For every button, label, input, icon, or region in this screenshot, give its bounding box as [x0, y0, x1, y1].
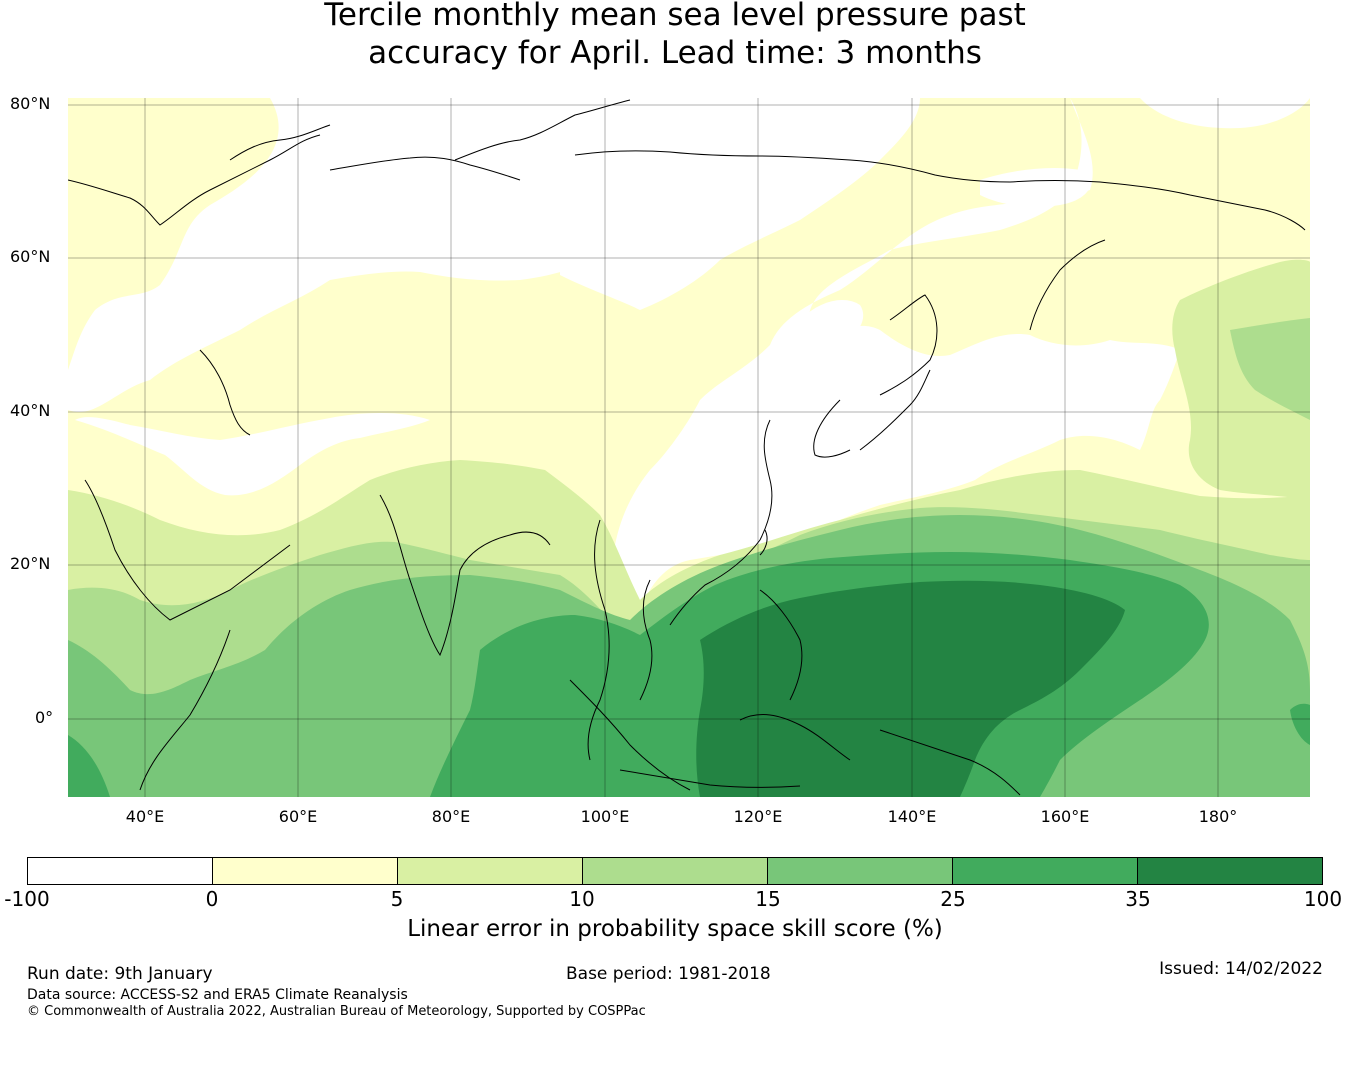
- colorbar-tick: 0: [205, 887, 219, 911]
- lon-label-120e: 120°E: [733, 807, 783, 826]
- lon-label-160e: 160°E: [1040, 807, 1090, 826]
- colorbar-bin-neg100-0: [28, 858, 212, 884]
- lat-label-60n: 60°N: [10, 247, 51, 266]
- lon-label-100e: 100°E: [580, 807, 630, 826]
- colorbar-bin-15-25: [767, 858, 952, 884]
- lat-label-80n: 80°N: [10, 94, 51, 113]
- gridlines: [68, 98, 1310, 797]
- colorbar-tick: 100: [1303, 887, 1343, 911]
- map-plot-area: [68, 98, 1310, 797]
- lon-label-80e: 80°E: [431, 807, 471, 826]
- lat-label-0: 0°: [35, 708, 54, 727]
- chart-title-line2: accuracy for April. Lead time: 3 months: [368, 35, 982, 71]
- lon-label-180: 180°: [1198, 807, 1238, 826]
- colorbar-bin-5-10: [397, 858, 582, 884]
- skill-band-35-100: [696, 580, 1125, 797]
- base-period: Base period: 1981-2018: [566, 964, 771, 984]
- colorbar-tick: 15: [755, 887, 781, 911]
- lon-label-40e: 40°E: [125, 807, 165, 826]
- colorbar-bin-25-35: [952, 858, 1137, 884]
- colorbar-label: Linear error in probability space skill …: [407, 916, 943, 942]
- colorbar-tick: 10: [569, 887, 595, 911]
- colorbar-tick: 35: [1125, 887, 1151, 911]
- colorbar-tick: 5: [390, 887, 404, 911]
- copyright: © Commonwealth of Australia 2022, Austra…: [27, 1004, 646, 1019]
- data-source: Data source: ACCESS-S2 and ERA5 Climate …: [27, 987, 408, 1003]
- colorbar-tick: 25: [940, 887, 966, 911]
- colorbar-bin-10-15: [582, 858, 767, 884]
- coastlines: [68, 99, 1306, 796]
- colorbar-bin-0-5: [212, 858, 397, 884]
- lat-label-20n: 20°N: [10, 554, 51, 573]
- issued-date: Issued: 14/02/2022: [1159, 959, 1323, 979]
- run-date: Run date: 9th January: [27, 964, 213, 984]
- colorbar-bin-35-100: [1137, 858, 1322, 884]
- lon-label-60e: 60°E: [278, 807, 318, 826]
- lon-label-140e: 140°E: [887, 807, 937, 826]
- colorbar: [27, 857, 1323, 885]
- chart-title-line1: Tercile monthly mean sea level pressure …: [324, 0, 1026, 33]
- chart-title: Tercile monthly mean sea level pressure …: [0, 0, 1350, 72]
- colorbar-tick: -100: [4, 887, 50, 911]
- lat-label-40n: 40°N: [10, 401, 51, 420]
